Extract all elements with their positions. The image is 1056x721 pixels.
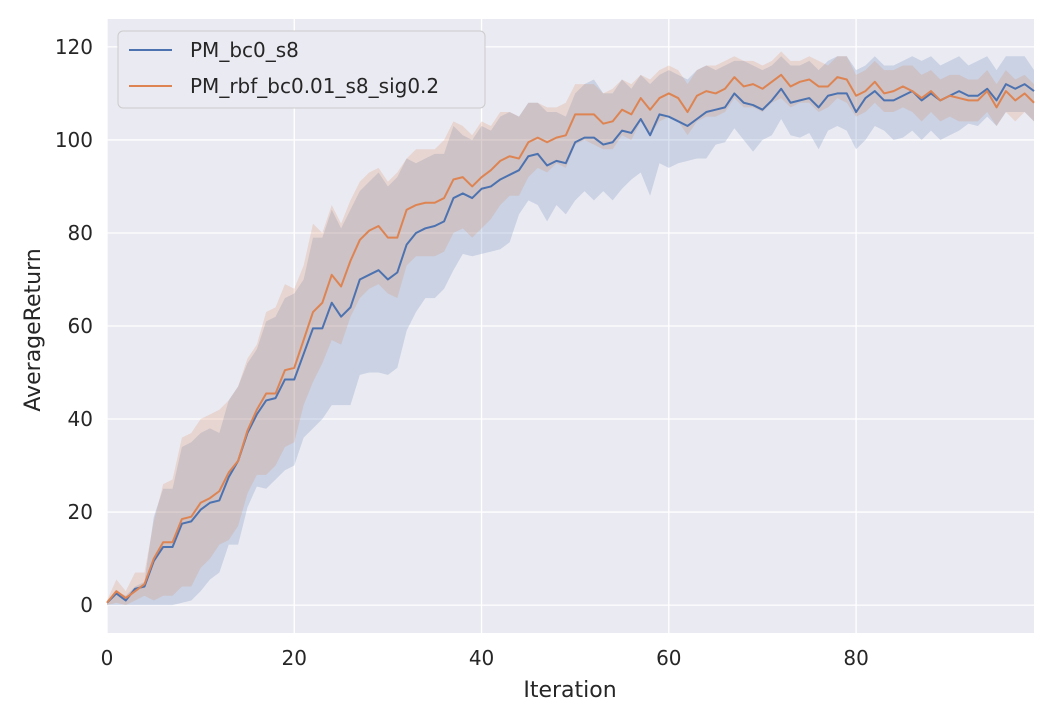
series-line-0 [106, 83, 1035, 604]
confidence-band-series-1 [107, 51, 1034, 606]
y-tick-label: 60 [68, 314, 93, 338]
grid-lines [106, 19, 1034, 633]
legend: PM_bc0_s8 PM_rbf_bc0.01_s8_sig0.2 [117, 30, 486, 109]
y-tick-label: 0 [80, 593, 93, 617]
legend-label-series-1: PM_rbf_bc0.01_s8_sig0.2 [190, 74, 439, 98]
y-tick-label: 120 [55, 35, 93, 59]
y-tick-label: 20 [68, 500, 93, 524]
x-tick-labels: 0 20 40 60 80 [101, 646, 869, 670]
legend-label-series-0: PM_bc0_s8 [190, 38, 299, 62]
y-tick-label: 40 [68, 407, 93, 431]
confidence-bands [107, 51, 1034, 606]
y-tick-labels: 0 20 40 60 80 100 120 [55, 35, 93, 617]
series-lines [106, 73, 1035, 604]
legend-box [117, 30, 486, 109]
series-line-1 [106, 73, 1035, 604]
x-tick-label: 60 [656, 646, 681, 670]
x-tick-label: 40 [469, 646, 494, 670]
y-tick-label: 80 [68, 221, 93, 245]
x-tick-label: 20 [282, 646, 307, 670]
confidence-band-series-0 [107, 56, 1034, 606]
y-axis-title: AverageReturn [21, 248, 46, 411]
x-tick-label: 80 [843, 646, 868, 670]
y-tick-label: 100 [55, 128, 93, 152]
x-tick-label: 0 [101, 646, 114, 670]
x-axis-title: Iteration [523, 678, 616, 703]
